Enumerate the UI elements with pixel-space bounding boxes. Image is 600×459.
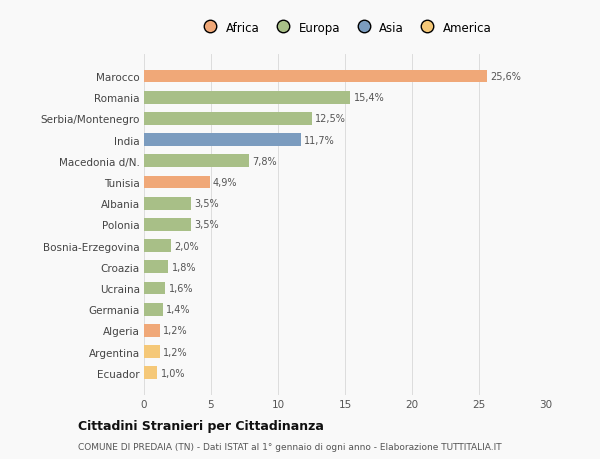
Text: Cittadini Stranieri per Cittadinanza: Cittadini Stranieri per Cittadinanza (78, 419, 324, 432)
Bar (144, 346, 160, 358)
Bar (144, 325, 160, 337)
Bar (144, 282, 166, 295)
Text: 3,5%: 3,5% (194, 220, 219, 230)
Text: 1,2%: 1,2% (163, 326, 188, 336)
Text: 1,0%: 1,0% (161, 368, 185, 378)
Bar (144, 155, 248, 168)
Text: 4,9%: 4,9% (213, 178, 238, 188)
Text: 1,2%: 1,2% (163, 347, 188, 357)
Text: 11,7%: 11,7% (304, 135, 335, 146)
Bar (144, 92, 350, 104)
Text: 2,0%: 2,0% (174, 241, 199, 251)
Text: 3,5%: 3,5% (194, 199, 219, 209)
Text: 15,4%: 15,4% (354, 93, 385, 103)
Bar (144, 303, 163, 316)
Bar (144, 261, 168, 274)
Text: 25,6%: 25,6% (490, 72, 521, 82)
Legend: Africa, Europa, Asia, America: Africa, Europa, Asia, America (194, 17, 496, 39)
Bar (144, 367, 157, 379)
Text: 1,8%: 1,8% (172, 262, 196, 272)
Text: COMUNE DI PREDAIA (TN) - Dati ISTAT al 1° gennaio di ogni anno - Elaborazione TU: COMUNE DI PREDAIA (TN) - Dati ISTAT al 1… (78, 442, 502, 451)
Bar (144, 197, 191, 210)
Bar (144, 176, 209, 189)
Text: 1,4%: 1,4% (166, 304, 191, 314)
Text: 1,6%: 1,6% (169, 283, 193, 293)
Bar (144, 71, 487, 83)
Text: 12,5%: 12,5% (315, 114, 346, 124)
Bar (144, 240, 171, 252)
Bar (144, 113, 311, 125)
Text: 7,8%: 7,8% (252, 157, 277, 167)
Bar (144, 218, 191, 231)
Bar (144, 134, 301, 147)
